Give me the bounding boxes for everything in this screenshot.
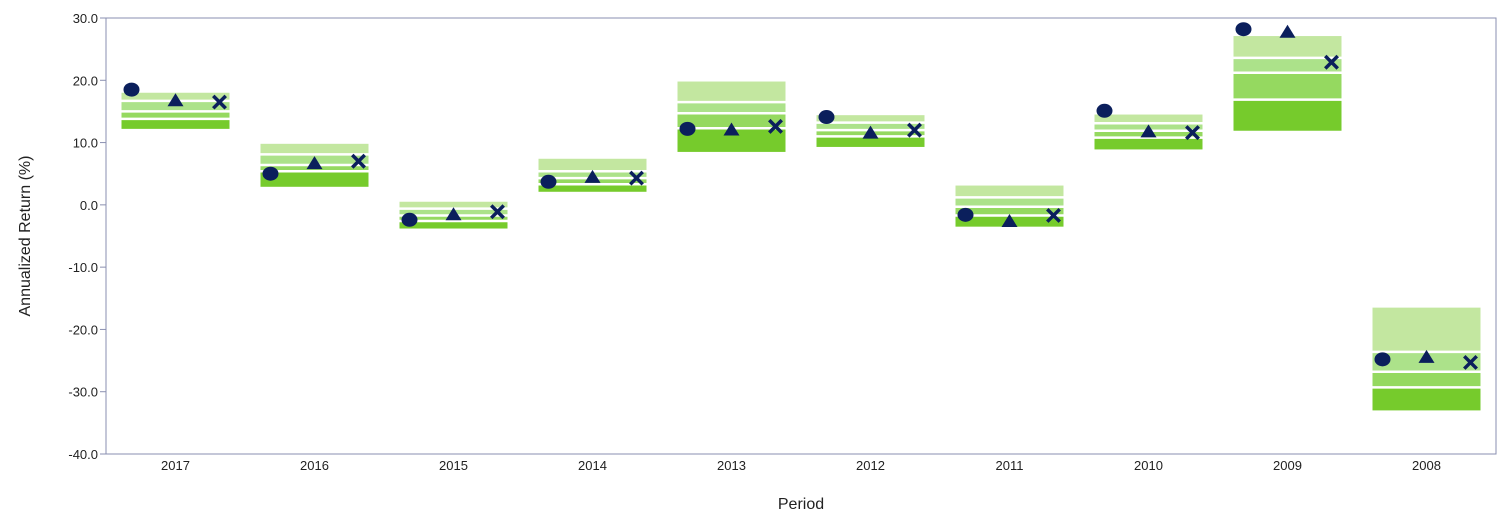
circle-marker	[540, 174, 557, 189]
quartile-band-segment	[1094, 137, 1203, 150]
quartile-band-segment	[677, 113, 786, 129]
quartile-band-segment	[1233, 57, 1342, 73]
triangle-marker	[1279, 24, 1296, 38]
x-tick-label: 2013	[717, 458, 746, 473]
x-tick-label: 2017	[161, 458, 190, 473]
series-markers	[123, 22, 1478, 370]
x-marker	[351, 153, 366, 169]
circle-marker	[818, 110, 835, 125]
quartile-band-segment	[260, 143, 369, 155]
quartile-band-segment	[677, 128, 786, 152]
x-tick-label: 2014	[578, 458, 607, 473]
x-marker	[907, 122, 922, 138]
tick-labels: 30.0 20.0 10.0 0.0 -10.0 -20.0 -30.0 -40.0 2017 2…	[68, 11, 1441, 473]
quartile-band-segment	[1094, 114, 1203, 124]
plot-frame	[105, 17, 1497, 455]
triangle-marker	[1001, 214, 1018, 228]
y-tick-label: 30.0	[73, 11, 98, 26]
x-tick-label: 2008	[1412, 458, 1441, 473]
y-tick-label: -10.0	[68, 260, 98, 275]
quartile-band-segment	[1233, 99, 1342, 131]
y-tick-label: 0.0	[80, 198, 98, 213]
x-tick-label: 2015	[439, 458, 468, 473]
x-marker	[1324, 54, 1339, 70]
y-tick-label: -30.0	[68, 385, 98, 400]
y-axis-title: Annualized Return (%)	[17, 156, 34, 317]
circle-marker	[1374, 352, 1391, 367]
circle-marker	[1235, 22, 1252, 37]
x-marker	[212, 94, 227, 110]
quartile-band-segment	[1233, 72, 1342, 100]
triangle-marker	[584, 169, 601, 183]
quartile-band-segment	[399, 201, 508, 209]
y-tick-label: -20.0	[68, 322, 98, 337]
quartile-bands	[121, 36, 1481, 411]
triangle-marker	[1140, 124, 1157, 138]
y-tick-label: 20.0	[73, 73, 98, 88]
x-tick-label: 2011	[996, 458, 1024, 473]
circle-marker	[123, 82, 140, 97]
quartile-band-segment	[1372, 387, 1481, 411]
triangle-marker	[167, 93, 184, 107]
x-marker	[1463, 354, 1478, 370]
quartile-band-segment	[955, 206, 1064, 216]
quartile-band-segment	[955, 185, 1064, 198]
circle-marker	[262, 166, 279, 181]
quartile-band-segment	[538, 158, 647, 172]
circle-marker	[1096, 103, 1113, 118]
triangle-marker	[723, 122, 740, 136]
x-tick-label: 2012	[856, 458, 885, 473]
x-marker	[629, 170, 644, 186]
y-tick-label: -40.0	[68, 447, 98, 462]
triangle-marker	[862, 125, 879, 139]
x-tick-label: 2016	[300, 458, 329, 473]
triangle-marker	[445, 207, 462, 221]
quartile-band-segment	[677, 102, 786, 114]
x-marker	[1046, 207, 1061, 223]
x-tick-label: 2010	[1134, 458, 1163, 473]
quartile-band-segment	[121, 111, 230, 119]
quartile-band-segment	[677, 81, 786, 103]
x-marker	[768, 118, 783, 134]
quartile-band-segment	[399, 221, 508, 229]
quartile-band-segment	[816, 115, 925, 123]
quartile-band-segment	[955, 197, 1064, 207]
circle-marker	[679, 121, 696, 136]
x-marker	[1185, 125, 1200, 141]
axes	[100, 17, 1497, 455]
quartile-band-segment	[816, 136, 925, 147]
x-axis-title: Period	[778, 496, 824, 513]
quartile-band-segment	[260, 171, 369, 187]
quartile-band-segment	[538, 184, 647, 192]
triangle-marker	[1418, 349, 1435, 363]
y-tick-label: 10.0	[73, 136, 98, 151]
x-tick-label: 2009	[1273, 458, 1302, 473]
circle-marker	[401, 212, 418, 227]
x-marker	[490, 204, 505, 220]
quartile-band-segment	[1233, 36, 1342, 58]
circle-marker	[957, 207, 974, 222]
quartile-band-segment	[1372, 371, 1481, 388]
triangle-marker	[306, 156, 323, 170]
quartile-band-segment	[1372, 307, 1481, 352]
quartile-band-segment	[121, 118, 230, 129]
